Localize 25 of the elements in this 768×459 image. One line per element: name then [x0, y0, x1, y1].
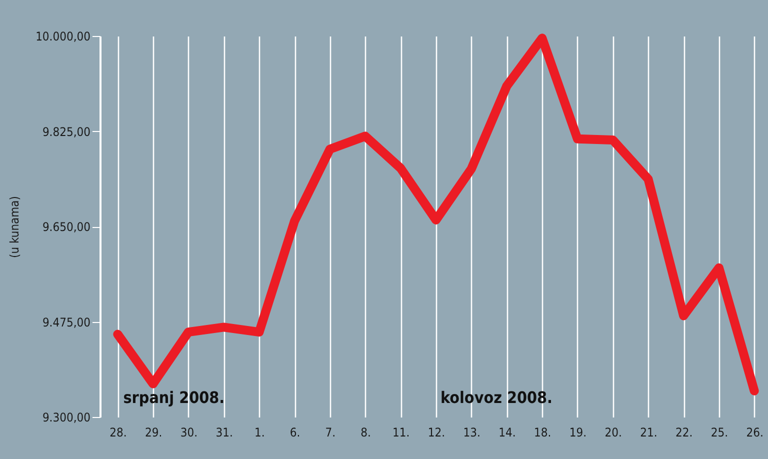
- x-tick-label: 13.: [463, 426, 480, 440]
- x-tick-label: 30.: [180, 426, 198, 440]
- x-tick-label: 7.: [325, 426, 336, 440]
- x-tick-label: 28.: [110, 426, 127, 440]
- x-tick-label: 14.: [498, 426, 516, 440]
- x-tick-label: 20.: [604, 426, 622, 440]
- x-tick-label: 18.: [534, 426, 552, 440]
- y-tick-label: 9.300,00: [42, 410, 91, 424]
- y-tick-label: 10.000,00: [36, 30, 91, 44]
- x-tick-label: 8.: [360, 426, 371, 440]
- x-tick-label: 12.: [428, 426, 446, 440]
- y-axis-title: (u kunama): [8, 196, 22, 258]
- x-tick-label: 25.: [710, 426, 728, 440]
- y-tick-label: 9.650,00: [42, 220, 91, 234]
- x-tick-label: 21.: [640, 426, 658, 440]
- x-tick-label: 11.: [392, 426, 410, 440]
- x-tick-label: 22.: [675, 426, 693, 440]
- x-tick-label: 29.: [144, 426, 162, 440]
- x-tick-label: 1.: [254, 426, 265, 440]
- x-tick-label: 6.: [290, 426, 300, 440]
- x-tick-label: 31.: [216, 426, 233, 440]
- y-tick-label: 9.825,00: [42, 124, 91, 139]
- y-tick-label: 9.475,00: [42, 315, 91, 330]
- x-tick-label: 19.: [569, 426, 587, 440]
- x-tick-label: 26.: [746, 426, 764, 440]
